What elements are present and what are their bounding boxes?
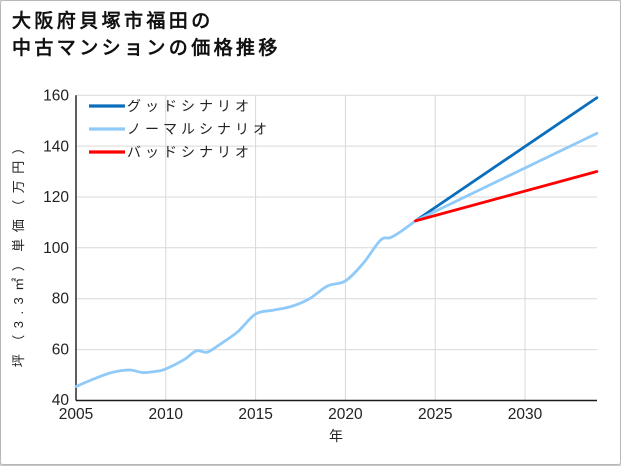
svg-text:80: 80 bbox=[52, 291, 70, 308]
svg-text:2010: 2010 bbox=[149, 406, 184, 423]
svg-text:2025: 2025 bbox=[418, 406, 452, 423]
svg-text:120: 120 bbox=[43, 189, 69, 206]
svg-text:100: 100 bbox=[43, 240, 69, 257]
svg-text:年: 年 bbox=[329, 428, 343, 444]
svg-text:140: 140 bbox=[43, 138, 69, 155]
svg-text:60: 60 bbox=[52, 341, 70, 358]
svg-text:2030: 2030 bbox=[508, 406, 543, 423]
svg-text:2020: 2020 bbox=[328, 406, 363, 423]
svg-text:2015: 2015 bbox=[238, 406, 272, 423]
svg-text:160: 160 bbox=[43, 88, 69, 105]
svg-text:グッドシナリオ: グッドシナリオ bbox=[127, 98, 253, 114]
svg-text:バッドシナリオ: バッドシナリオ bbox=[127, 144, 253, 160]
svg-text:ノーマルシナリオ: ノーマルシナリオ bbox=[127, 121, 271, 137]
svg-text:坪（3.3㎡）単価（万円）: 坪（3.3㎡）単価（万円） bbox=[11, 135, 26, 368]
svg-text:2005: 2005 bbox=[59, 406, 93, 423]
